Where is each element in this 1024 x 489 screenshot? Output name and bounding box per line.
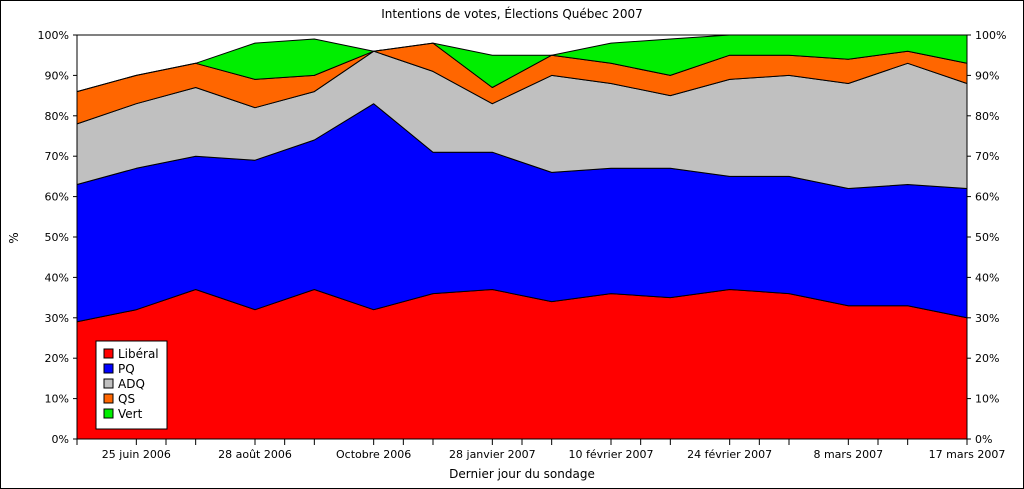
legend-label: QS (118, 392, 135, 406)
y-tick-label-left: 40% (45, 271, 69, 284)
y-tick-label-right: 50% (975, 231, 999, 244)
y-tick-label-right: 30% (975, 312, 999, 325)
x-axis-label: Dernier jour du sondage (449, 467, 595, 481)
y-axis-label: % (7, 232, 21, 243)
y-tick-label-right: 70% (975, 150, 999, 163)
y-tick-label-right: 0% (975, 433, 992, 446)
legend-label: Libéral (118, 347, 159, 361)
area-series-0 (76, 289, 968, 440)
y-tick-label-right: 60% (975, 191, 999, 204)
legend-label: Vert (118, 407, 143, 421)
x-tick-label: 8 mars 2007 (813, 448, 883, 461)
x-tick-label: 25 juin 2006 (102, 448, 171, 461)
y-tick-label-left: 90% (45, 69, 69, 82)
y-tick-label-right: 80% (975, 110, 999, 123)
y-tick-label-left: 0% (52, 433, 69, 446)
y-tick-label-right: 100% (975, 29, 1006, 42)
y-tick-label-left: 20% (45, 352, 69, 365)
axes: 0% 0% 10% 10% 20% 20% 30% 30% 40% 40% 50% 50% 60% 60%… (38, 29, 1007, 461)
y-tick-label-left: 100% (38, 29, 69, 42)
x-tick-label: 10 février 2007 (568, 448, 653, 461)
x-tick-label: 24 février 2007 (687, 448, 772, 461)
legend-swatch (103, 363, 114, 374)
y-tick-label-left: 10% (45, 393, 69, 406)
x-tick-label: 17 mars 2007 (929, 448, 1006, 461)
y-tick-label-left: 60% (45, 191, 69, 204)
legend-swatch (103, 348, 114, 359)
y-tick-label-left: 50% (45, 231, 69, 244)
legend-swatch (103, 393, 114, 404)
y-tick-label-left: 70% (45, 150, 69, 163)
y-tick-label-right: 40% (975, 271, 999, 284)
y-tick-label-left: 80% (45, 110, 69, 123)
chart-title: Intentions de votes, Élections Québec 20… (381, 6, 642, 21)
legend-swatch (103, 408, 114, 419)
y-tick-label-left: 30% (45, 312, 69, 325)
legend-swatch (103, 378, 114, 389)
legend-label: ADQ (118, 377, 145, 391)
y-tick-label-right: 10% (975, 393, 999, 406)
x-tick-label: 28 août 2006 (218, 448, 292, 461)
y-tick-label-right: 90% (975, 69, 999, 82)
series-areas (76, 34, 968, 440)
x-tick-label: Octobre 2006 (336, 448, 411, 461)
y-tick-label-right: 20% (975, 352, 999, 365)
legend-label: PQ (118, 362, 135, 376)
x-tick-label: 28 janvier 2007 (449, 448, 536, 461)
